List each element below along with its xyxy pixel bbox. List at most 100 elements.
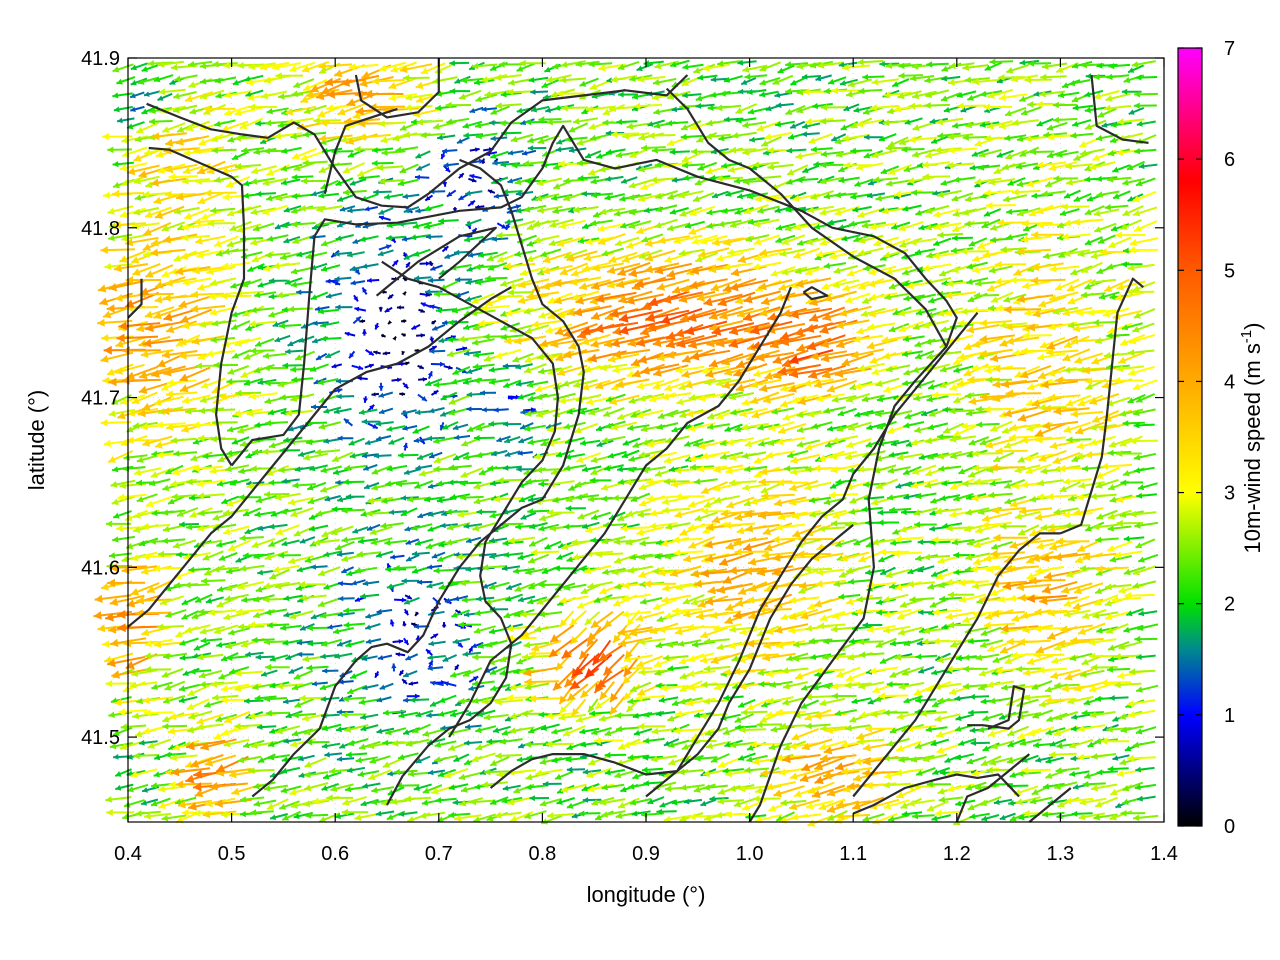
wind-arrow-head [846,782,855,791]
wind-arrow-head [901,669,909,676]
wind-arrow-head [1070,755,1077,762]
wind-arrow-head [1072,784,1079,790]
wind-arrow-head [465,723,471,730]
wind-arrow-head [438,771,445,778]
wind-arrow-head [865,781,873,790]
wind-arrow-head [565,756,572,763]
wind-arrow-head [234,722,241,730]
wind-arrow-head [279,803,287,810]
wind-arrow-head [886,740,894,747]
wind-arrow-head [294,701,302,708]
wind-arrow-head [965,784,973,791]
wind-arrow-head [434,756,441,763]
wind-arrow-head [819,743,827,751]
wind-arrow-head [290,740,298,748]
wind-arrow-head [298,772,305,778]
wind-arrow-head [862,769,870,778]
wind-arrow-head [264,695,271,703]
wind-arrow-head [709,795,715,802]
wind-arrow-head [680,784,687,791]
wind-arrow-head [746,756,753,763]
wind-arrow-head [102,376,110,385]
wind-arrow-head [622,676,631,684]
wind-arrow-head [486,815,494,822]
wind-arrow-head [499,669,506,676]
wind-arrow-head [927,804,935,812]
wind-arrow-head [1008,800,1014,806]
wind-arrow-head [849,716,857,723]
wind-arrow-head [169,713,177,721]
wind-arrow-head [1055,767,1062,774]
wind-arrow-head [454,814,462,822]
wind-arrow-head [856,732,865,740]
wind-arrow-head [1119,758,1127,766]
wind-arrow-head [1109,695,1115,701]
wind-arrow-head [647,798,654,805]
wind-arrow-head [962,683,970,690]
wind-arrow-head [601,811,608,818]
wind-arrow-head [665,785,672,792]
wind-arrow-head [369,757,377,764]
wind-arrow-head [595,814,602,821]
wind-arrow-head [276,727,283,735]
wind-arrow-head [1007,741,1015,748]
wind-arrow-head [767,697,775,705]
wind-arrow-head [825,726,834,734]
wind-arrow-head [229,770,237,779]
wind-arrow-head [1090,664,1098,671]
wind-arrow-head [506,694,513,702]
wind-arrow-head [187,689,195,696]
wind-arrow-head [651,755,658,763]
wind-arrow-head [840,741,849,749]
wind-arrow-head [986,681,994,689]
wind-arrow-head [926,685,934,692]
wind-arrow-head [668,758,676,766]
wind-arrow-head [250,809,257,816]
wind-arrow-head [903,697,910,704]
wind-arrow-head [633,730,641,736]
wind-arrow-head [1122,785,1130,792]
wind-arrow-head [922,755,930,763]
wind-arrow-head [403,729,410,735]
wind-arrow-head [1048,751,1056,759]
wind-arrow-head [545,712,553,720]
wind-arrow-head [490,799,497,805]
wind-arrow-head [193,809,201,817]
wind-arrow-head [570,680,581,690]
wind-arrow-head [812,684,819,691]
wind-arrow-head [739,726,746,734]
wind-arrow-head [1037,666,1045,674]
wind-arrow-head [509,683,517,691]
wind-arrow-head [326,794,333,802]
wind-arrow-head [599,691,608,700]
wind-arrow-head [342,798,350,806]
wind-arrow-head [823,746,833,755]
wind-arrow-head [461,786,468,793]
wind-arrow-head [347,688,354,695]
wind-arrow-head [801,684,808,691]
wind-arrow-head [989,697,996,705]
wind-arrow-head [507,798,515,806]
wind-arrow-head [779,722,786,730]
wind-arrow-head [375,810,382,817]
wind-arrow-head [556,799,563,805]
wind-arrow-head [936,730,944,738]
wind-arrow-head [341,711,348,719]
wind-arrow-head [111,670,120,679]
wind-arrow-head [265,710,272,717]
wind-arrow-head [783,744,791,751]
wind-arrow-head [509,727,517,734]
wind-arrow-head [1081,709,1088,717]
wind-arrow-head [136,697,143,705]
wind-arrow-head [1050,671,1059,680]
wind-arrow-head [281,767,288,774]
wind-arrow-head [723,728,730,735]
wind-arrow-head [1006,757,1014,764]
wind-arrow-head [681,743,689,750]
wind-arrow-head [1044,696,1052,705]
wind-arrow-head [791,733,800,741]
wind-arrow-head [560,786,569,793]
wind-arrow-head [1080,671,1087,678]
wind-arrow-head [776,815,783,822]
wind-arrow-head [205,799,213,808]
